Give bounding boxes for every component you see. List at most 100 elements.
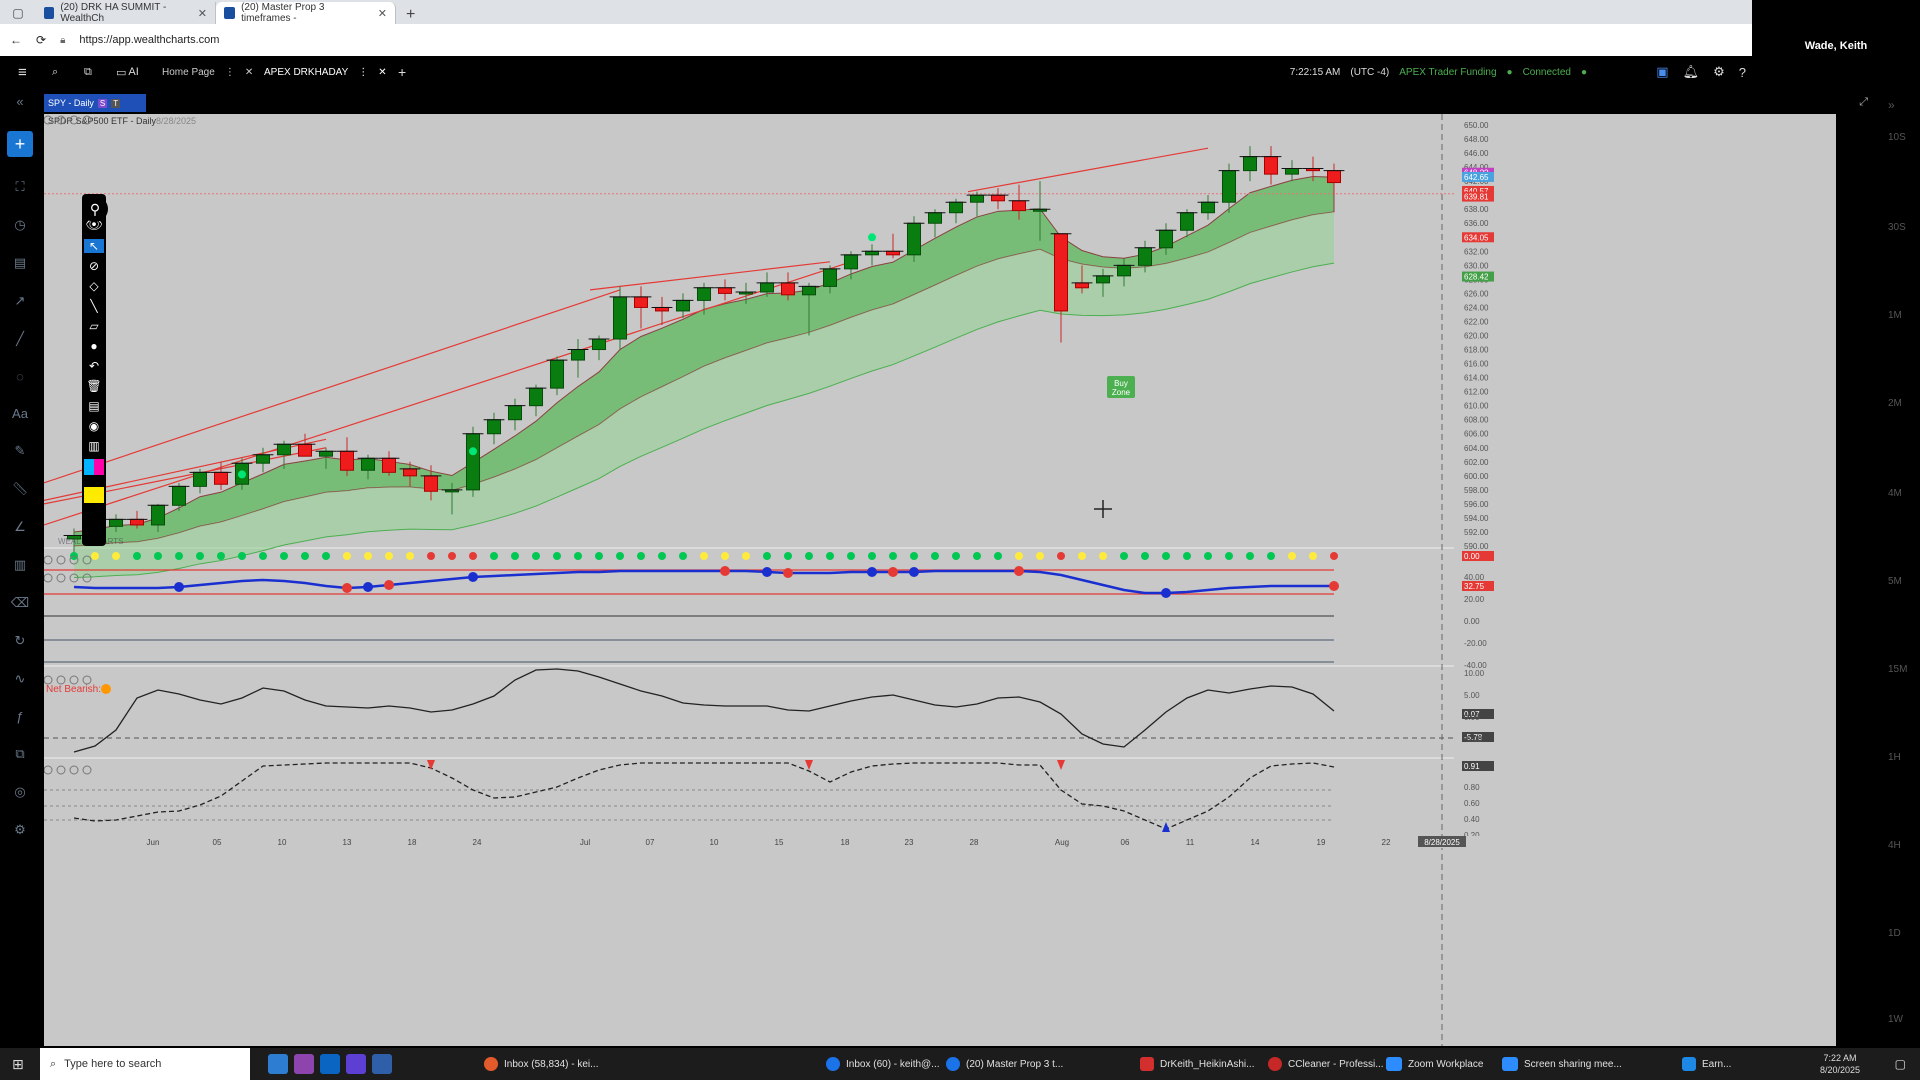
word-icon[interactable] <box>372 1054 392 1074</box>
taskbar-item[interactable]: Inbox (60) - keith@... <box>820 1048 946 1080</box>
trend-dot <box>301 552 309 560</box>
timeframe-1m[interactable]: 1M <box>1888 310 1902 321</box>
symbol-badge[interactable]: SPY - Daily S T <box>44 94 146 112</box>
zoom-icon <box>1386 1057 1402 1071</box>
new-tab-button[interactable]: + <box>406 6 416 23</box>
ruler-icon[interactable]: 📏︎ <box>11 481 29 496</box>
chart-type-icon[interactable]: ⛶ <box>15 179 25 194</box>
app-icon[interactable] <box>346 1054 366 1074</box>
bell-icon[interactable]: 🔔︎ <box>1682 64 1700 79</box>
store-icon[interactable] <box>268 1054 288 1074</box>
close-tab-icon[interactable]: ✕ <box>197 7 207 20</box>
panel-icon[interactable]: ▥ <box>13 557 27 572</box>
menu-icon[interactable]: ≡ <box>18 63 27 81</box>
help-icon[interactable]: ? <box>1738 64 1746 80</box>
timeframe-4m[interactable]: 4M <box>1888 488 1902 499</box>
expand-right-icon[interactable]: » <box>1888 98 1895 112</box>
notification-icon[interactable]: ▢ <box>1894 1057 1906 1071</box>
collapse-left-icon[interactable]: « <box>16 94 24 109</box>
osc1-controls <box>82 573 92 583</box>
camera-icon[interactable]: ◉ <box>88 419 100 433</box>
line-draw-icon[interactable]: ╲ <box>90 299 98 313</box>
timeframe-1d[interactable]: 1D <box>1888 928 1901 939</box>
browser-tab[interactable]: (20) DRK HA SUMMIT - WealthCh ✕ <box>36 2 216 24</box>
candle-body <box>213 471 229 485</box>
shapes-icon[interactable]: ◌ <box>16 369 24 384</box>
windows-start-icon[interactable]: ⊞ <box>12 1055 24 1072</box>
taskbar-item[interactable]: CCleaner - Professi... <box>1262 1048 1390 1080</box>
text-tool-icon[interactable]: Aa <box>12 406 28 421</box>
close-icon[interactable]: ✕ <box>378 66 387 78</box>
refresh-icon[interactable]: ⟳ <box>36 33 47 47</box>
taskbar-search[interactable]: ⌕ Type here to search <box>40 1048 250 1080</box>
search-icon[interactable]: ⌕ <box>52 65 59 78</box>
ai-button[interactable]: ▭ AI <box>116 66 139 79</box>
dot-icon[interactable]: ● <box>90 339 98 353</box>
more-icon[interactable]: ⋮ <box>358 66 369 78</box>
url-field[interactable]: https://app.wealthcharts.com <box>79 34 220 46</box>
timeframe-15m[interactable]: 15M <box>1888 664 1908 675</box>
target-icon[interactable]: ◎ <box>14 784 26 799</box>
taskbar-apps <box>262 1048 398 1080</box>
taskbar-item[interactable]: DrKeith_HeikinAshi... <box>1134 1048 1260 1080</box>
template-icon[interactable]: ▤ <box>88 399 100 413</box>
angle-icon[interactable]: ∠ <box>14 519 26 534</box>
close-tab-icon[interactable]: ✕ <box>377 7 387 20</box>
clipboard-icon[interactable]: ▥ <box>88 439 100 453</box>
taskbar-item[interactable]: Screen sharing mee... <box>1496 1048 1628 1080</box>
taskbar-item[interactable]: Zoom Workplace <box>1380 1048 1489 1080</box>
timeframe-1w[interactable]: 1W <box>1888 1014 1903 1025</box>
osc3-controls <box>56 765 66 775</box>
add-button[interactable]: + <box>7 131 33 157</box>
indicator-icon[interactable]: ƒ <box>16 709 24 724</box>
ruler-tool-icon[interactable]: ▱ <box>89 319 99 333</box>
gear-icon[interactable]: ⚙ <box>1713 64 1725 79</box>
clock-icon[interactable]: ◷ <box>14 217 26 232</box>
taskbar-item[interactable]: (20) Master Prop 3 t... <box>940 1048 1069 1080</box>
timeframe-10s[interactable]: 10S <box>1888 132 1906 143</box>
outlook-icon[interactable] <box>320 1054 340 1074</box>
price-badge <box>1462 232 1494 243</box>
trash-icon[interactable]: 🗑︎ <box>86 379 102 393</box>
buy-zone-badge <box>1107 376 1135 398</box>
eraser-icon[interactable]: ⌫ <box>10 595 30 610</box>
calendar-icon[interactable]: ▤ <box>13 255 27 270</box>
eraser-tool-icon[interactable]: ◇ <box>89 279 99 293</box>
timeframe-2m[interactable]: 2M <box>1888 398 1902 409</box>
pin-icon[interactable]: ⚲ <box>82 196 108 222</box>
workspace-tab-apex[interactable]: APEX DRKHADAY ⋮ ✕ <box>264 66 387 78</box>
sync-icon[interactable]: ↻ <box>14 633 26 648</box>
color-palette-icon[interactable] <box>84 459 104 481</box>
add-workspace-button[interactable]: + <box>398 64 407 80</box>
lock-icon[interactable]: 🔒︎ <box>60 34 66 46</box>
timeframe-30s[interactable]: 30S <box>1888 222 1906 233</box>
tab-actions-icon[interactable]: ▢ <box>12 6 24 20</box>
line-tool-icon[interactable]: ╱ <box>16 331 24 346</box>
fullscreen-icon[interactable]: ⤢ <box>1859 96 1868 108</box>
timeframe-1h[interactable]: 1H <box>1888 752 1901 763</box>
copilot-icon[interactable] <box>294 1054 314 1074</box>
browser-tab-active[interactable]: (20) Master Prop 3 timeframes - ✕ <box>216 2 396 24</box>
cursor-icon[interactable]: ↖ <box>84 239 104 253</box>
yellow-swatch[interactable] <box>84 487 104 503</box>
hide-drawings-icon[interactable]: ⊘ <box>88 259 100 273</box>
x-tick-label: Jul <box>580 838 590 847</box>
brush-icon[interactable]: ✎ <box>14 443 26 458</box>
close-icon[interactable]: ✕ <box>244 66 254 78</box>
taskbar-item[interactable]: Earn... <box>1676 1048 1737 1080</box>
back-arrow-icon[interactable]: ← <box>10 33 22 47</box>
save-icon[interactable]: ▣ <box>1656 64 1669 79</box>
layers-icon[interactable]: ⧉ <box>84 65 92 78</box>
undo-icon[interactable]: ↶ <box>88 359 100 373</box>
sell-arrow <box>805 760 813 770</box>
more-icon[interactable]: ⋮ <box>224 66 235 78</box>
stats-icon[interactable]: ∿ <box>14 671 26 686</box>
copy-icon[interactable]: ⧉ <box>15 746 25 761</box>
timeframe-5m[interactable]: 5M <box>1888 576 1902 587</box>
trend-icon[interactable]: ↗ <box>14 293 26 308</box>
taskbar-item[interactable]: Inbox (58,834) - kei... <box>478 1048 605 1080</box>
settings-small-icon[interactable]: ⚙ <box>14 822 26 837</box>
timeframe-4h[interactable]: 4H <box>1888 840 1901 851</box>
workspace-tab-home[interactable]: Home Page ⋮ ✕ <box>162 66 254 78</box>
